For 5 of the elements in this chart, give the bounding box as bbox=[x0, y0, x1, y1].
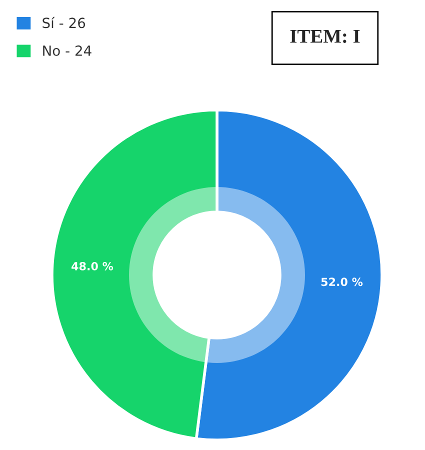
text: ITEM: I bbox=[290, 30, 360, 43]
data-label: 52.0 % bbox=[321, 278, 363, 286]
data-label: 48.0 % bbox=[72, 262, 114, 270]
legend-label: Sí - 26 bbox=[42, 16, 86, 28]
legend-label: No - 24 bbox=[43, 45, 92, 56]
